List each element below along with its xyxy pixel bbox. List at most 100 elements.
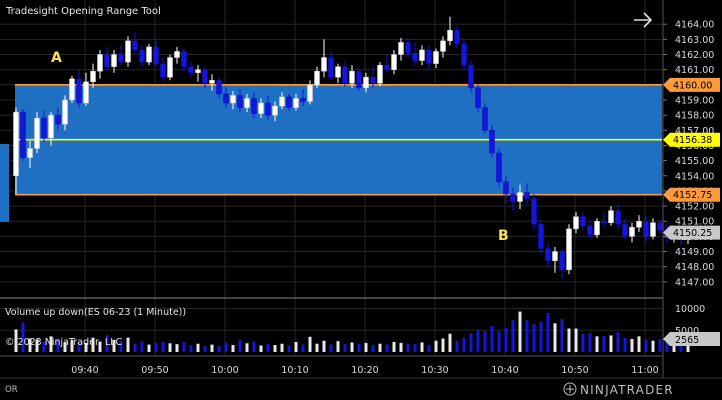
- volume-bar: [637, 336, 641, 352]
- candle-body: [90, 70, 96, 83]
- candle-body: [244, 98, 250, 108]
- candle-body: [433, 51, 439, 64]
- volume-tick-label: 5000: [675, 326, 699, 337]
- price-tick-label: 4152.00: [675, 202, 714, 213]
- candle-body: [300, 98, 306, 102]
- volume-bar: [644, 339, 648, 352]
- volume-bar: [574, 328, 578, 352]
- time-axis[interactable]: 09:40 09:50 10:00 10:10 10:20 10:30 10:40 10:50…: [71, 365, 658, 376]
- volume-bar: [469, 333, 473, 352]
- volume-bar: [679, 342, 683, 352]
- price-tick-label: 4161.00: [675, 65, 714, 76]
- candlestick-series: [13, 16, 691, 279]
- volume-bar: [672, 340, 676, 352]
- volume-bar: [448, 333, 452, 352]
- candle-body: [482, 107, 488, 131]
- volume-bar: [56, 338, 60, 352]
- volume-bar: [329, 344, 333, 352]
- candle-body: [426, 49, 432, 64]
- candle-body: [125, 40, 131, 63]
- price-tick-label: 4158.00: [675, 111, 714, 122]
- arrow-right-icon[interactable]: [634, 12, 653, 28]
- candle-body: [146, 46, 152, 63]
- candle-body: [286, 96, 292, 108]
- candle-body: [657, 222, 663, 231]
- volume-bar: [406, 343, 410, 352]
- volume-bar: [630, 338, 634, 352]
- volume-bar: [392, 342, 396, 352]
- volume-bar: [168, 343, 172, 352]
- candle-body: [111, 54, 117, 67]
- candle-body: [55, 114, 61, 125]
- volume-bar: [63, 342, 67, 352]
- volume-bar: [420, 342, 424, 352]
- candle-body: [461, 43, 467, 66]
- candle-body: [258, 102, 264, 114]
- volume-bar: [623, 337, 627, 352]
- volume-bar: [518, 311, 522, 352]
- volume-bar: [231, 345, 235, 352]
- candle-body: [76, 78, 82, 104]
- volume-bar: [413, 344, 417, 352]
- volume-bar: [357, 343, 361, 352]
- candle-body: [566, 228, 572, 270]
- volume-bar: [112, 339, 116, 352]
- candle-body: [314, 70, 320, 86]
- volume-bar: [427, 345, 431, 352]
- candle-body: [335, 66, 341, 78]
- candle-body: [384, 64, 390, 70]
- price-tick-label: 4162.00: [675, 50, 714, 61]
- volume-bar: [511, 320, 515, 352]
- candle-body: [363, 76, 369, 89]
- candle-body: [398, 42, 404, 55]
- volume-bar: [203, 345, 207, 352]
- time-tick-label: 09:50: [141, 365, 168, 376]
- candle-body: [496, 152, 502, 183]
- volume-bar: [560, 318, 564, 352]
- price-tick-label: 4154.00: [675, 171, 714, 182]
- copyright-text: © 2023 NinjaTrader, LLC: [5, 337, 122, 348]
- candle-body: [475, 87, 481, 108]
- range-handle-tab[interactable]: [0, 144, 9, 222]
- candle-body: [167, 57, 173, 78]
- volume-bar: [686, 340, 690, 352]
- candle-body: [20, 111, 26, 158]
- candle-body: [307, 84, 313, 102]
- candle-body: [650, 222, 656, 237]
- candle-body: [503, 181, 509, 195]
- candle-body: [629, 227, 635, 237]
- volume-bar: [476, 329, 480, 352]
- time-tick-label: 09:40: [71, 365, 98, 376]
- volume-bar: [259, 345, 263, 352]
- volume-bar: [665, 341, 669, 352]
- candle-body: [13, 111, 19, 177]
- price-tick-label: 4159.00: [675, 95, 714, 106]
- volume-bar: [77, 342, 81, 352]
- candle-body: [440, 40, 446, 52]
- volume-bar: [483, 331, 487, 352]
- candle-body: [272, 105, 278, 116]
- volume-bar: [91, 337, 95, 352]
- candle-body: [489, 130, 495, 154]
- volume-bar: [455, 340, 459, 352]
- volume-bar: [287, 345, 291, 352]
- volume-bar: [434, 340, 438, 352]
- volume-bar: [252, 341, 256, 352]
- price-tick-label: 4155.00: [675, 156, 714, 167]
- candle-body: [391, 54, 397, 70]
- candle-body: [615, 210, 621, 225]
- volume-bar: [21, 322, 25, 352]
- chart-title: Tradesight Opening Range Tool: [5, 6, 161, 17]
- volume-bar: [462, 337, 466, 352]
- or-tab-label[interactable]: OR: [5, 385, 18, 395]
- volume-bar: [343, 344, 347, 352]
- volume-bar: [441, 338, 445, 352]
- range-mid-badge: 4156.38: [673, 135, 712, 146]
- volume-bar: [651, 340, 655, 352]
- candle-body: [237, 95, 243, 108]
- volume-bar: [280, 343, 284, 352]
- volume-bar: [182, 342, 186, 352]
- volume-bar: [273, 345, 277, 352]
